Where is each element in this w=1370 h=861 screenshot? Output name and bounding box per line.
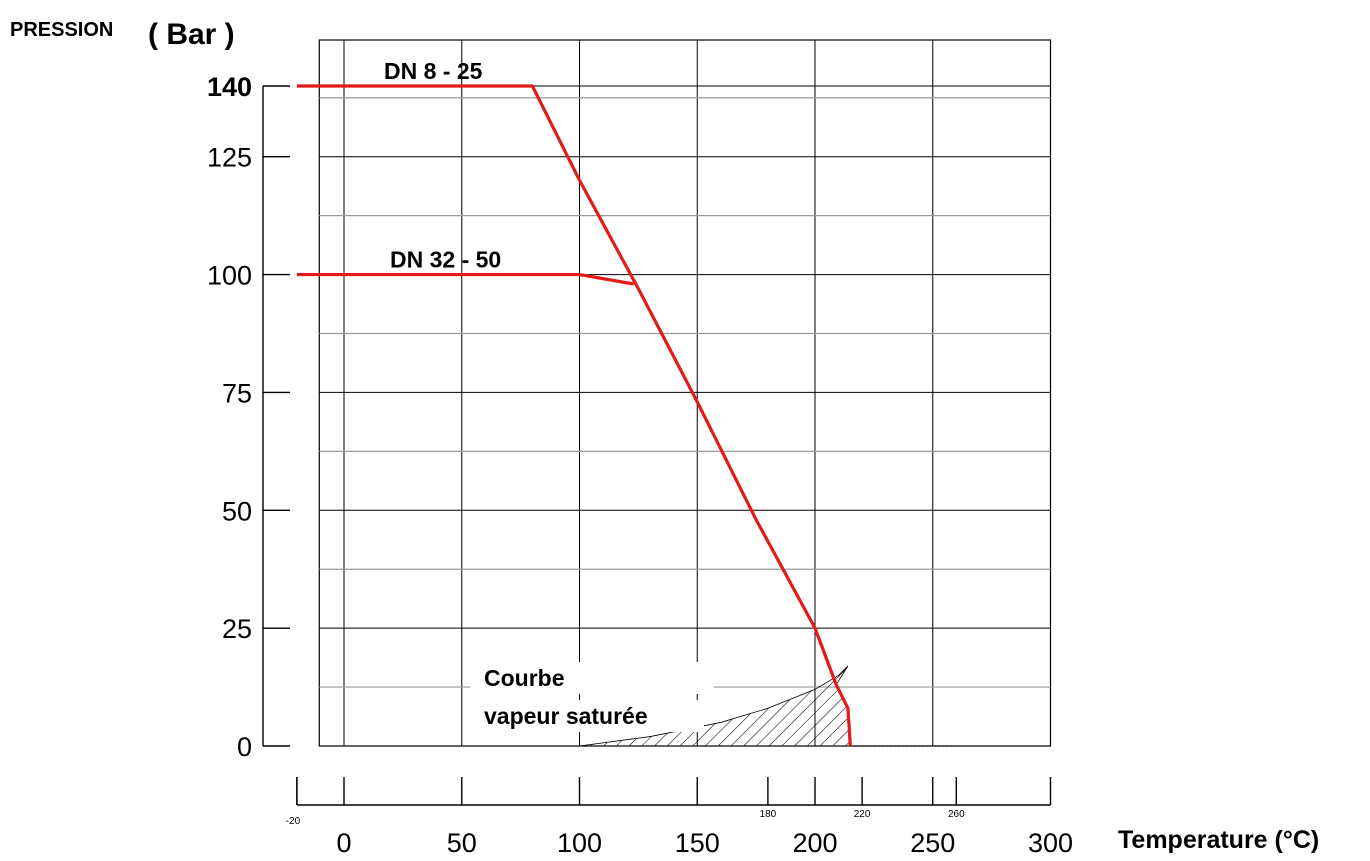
- y-axis-unit: ( Bar ): [148, 18, 235, 51]
- x-tick-small-label: 220: [854, 809, 871, 820]
- x-tick-label: 250: [910, 828, 955, 858]
- x-tick-label: 200: [792, 828, 837, 858]
- x-tick-small-label: 180: [760, 809, 777, 820]
- series-label: DN 32 - 50: [390, 247, 501, 273]
- annotation-background: [470, 662, 714, 694]
- annotation-background: [470, 700, 704, 732]
- x-tick-label: 0: [336, 828, 351, 858]
- series-label: DN 8 - 25: [384, 58, 483, 84]
- y-tick-label: 140: [207, 72, 252, 102]
- y-tick-label: 50: [222, 496, 252, 526]
- x-axis-label: Temperature (°C): [1118, 826, 1319, 854]
- x-tick-label: 100: [557, 828, 602, 858]
- x-tick-label: 50: [447, 828, 477, 858]
- x-tick-labels: 0 50 100 150 200 250 300 -20 180 220 260: [286, 809, 1073, 858]
- annotation-label: Courbe: [484, 665, 565, 691]
- grid: [318, 39, 1052, 747]
- series-line-0: [296, 84, 852, 747]
- y-axis-label: PRESSION: [10, 19, 113, 41]
- y-tick-label: 100: [207, 261, 252, 291]
- y-tick-label: 0: [237, 732, 252, 762]
- grid-border: [318, 39, 1052, 747]
- series: [296, 84, 852, 747]
- annotations: Courbe vapeur saturée: [470, 662, 714, 732]
- series-labels: DN 8 - 25 DN 32 - 50: [384, 58, 501, 273]
- series-line-1: [296, 272, 634, 286]
- x-tick-small-label: -20: [286, 816, 301, 827]
- annotation-label: vapeur saturée: [484, 703, 648, 729]
- y-tick-label: 75: [222, 378, 252, 408]
- x-tick-label: 300: [1028, 828, 1073, 858]
- y-tick-labels: 140 125 100 75 50 25 0: [207, 72, 252, 762]
- y-tick-label: 125: [207, 143, 252, 173]
- axes: [262, 85, 1052, 806]
- y-tick-label: 25: [222, 614, 252, 644]
- x-tick-label: 150: [675, 828, 720, 858]
- x-tick-small-label: 260: [948, 809, 965, 820]
